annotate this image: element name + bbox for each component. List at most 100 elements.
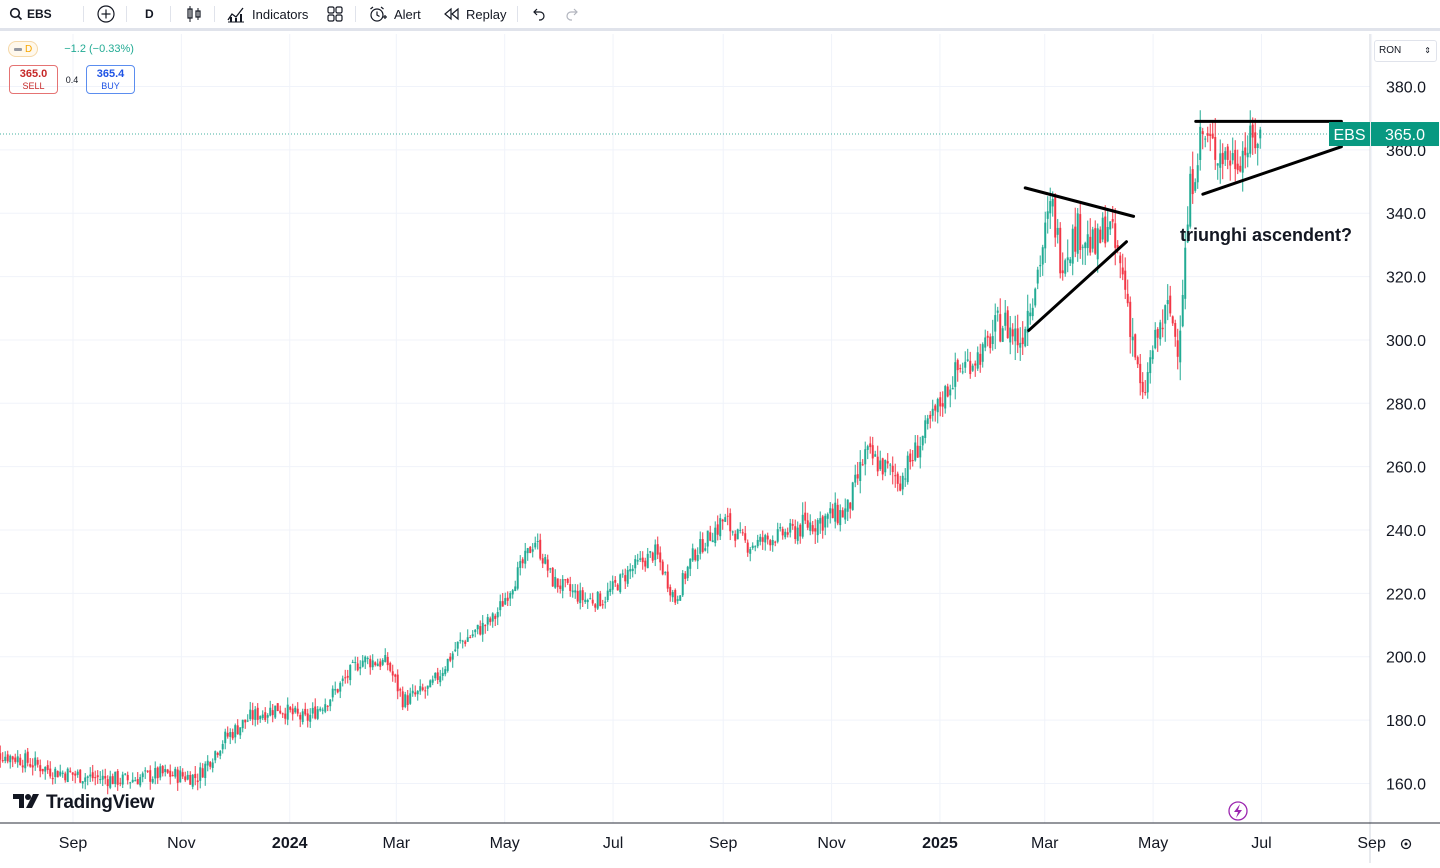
- candle-body: [296, 708, 299, 714]
- candle-body: [736, 529, 739, 540]
- candle-body: [1064, 260, 1067, 274]
- candle-body: [404, 694, 407, 707]
- candle-body: [101, 775, 104, 780]
- candle-body: [604, 601, 607, 603]
- currency-select[interactable]: RON ⇕: [1374, 40, 1437, 62]
- candle-body: [214, 751, 217, 761]
- candle-body: [931, 408, 934, 416]
- candle-body: [666, 571, 669, 589]
- candle-body: [661, 561, 664, 575]
- interval-button[interactable]: D: [145, 7, 154, 21]
- x-tick-label: Mar: [1031, 835, 1059, 852]
- candle-body: [41, 768, 44, 772]
- candle-body: [639, 558, 642, 560]
- candle-body: [771, 539, 774, 546]
- candle-body: [1156, 328, 1159, 338]
- candle-body: [284, 713, 287, 719]
- candle-body: [1024, 329, 1027, 347]
- buy-label: BUY: [101, 81, 120, 91]
- settings-gear-icon[interactable]: [1400, 838, 1412, 850]
- candle-body: [954, 362, 957, 387]
- candle-body: [696, 554, 699, 562]
- candle-body: [1079, 214, 1082, 251]
- candle-body: [989, 336, 992, 349]
- candle-body: [179, 770, 182, 783]
- y-tick-label: 320.0: [1386, 270, 1426, 287]
- candle-body: [926, 418, 929, 424]
- replay-button[interactable]: Replay: [443, 0, 506, 28]
- candle-body: [929, 414, 932, 419]
- candle-body: [1049, 201, 1052, 214]
- candle-body: [1209, 134, 1212, 137]
- undo-icon: [530, 7, 546, 21]
- indicators-icon: [226, 5, 246, 23]
- trendline[interactable]: [1201, 145, 1343, 196]
- buy-button[interactable]: 365.4 BUY: [86, 65, 135, 94]
- redo-button[interactable]: [565, 0, 581, 28]
- chart-type-button[interactable]: [185, 0, 203, 28]
- candle-body: [716, 524, 719, 535]
- candle-body: [969, 360, 972, 375]
- candle-body: [676, 599, 679, 601]
- candle-body: [491, 613, 494, 622]
- interval-badge[interactable]: D: [8, 41, 39, 57]
- candle-body: [399, 689, 402, 691]
- interval-badge-label: D: [25, 43, 33, 55]
- tradingview-logo[interactable]: TradingView: [12, 792, 155, 814]
- candle-body: [309, 714, 312, 722]
- candle-body: [264, 712, 267, 720]
- candle-body: [159, 766, 162, 778]
- candle-body: [201, 768, 204, 778]
- candle-body: [234, 725, 237, 738]
- candle-body: [791, 524, 794, 526]
- candle-body: [494, 615, 497, 619]
- candle-body: [1144, 392, 1147, 394]
- candle-body: [601, 604, 604, 606]
- candle-body: [1166, 300, 1169, 305]
- candle-body: [116, 771, 119, 785]
- trendline[interactable]: [1027, 240, 1128, 332]
- candle-body: [74, 773, 77, 776]
- candle-body: [171, 775, 174, 777]
- trendlines: [1023, 119, 1343, 332]
- candle-body: [251, 710, 254, 720]
- sell-button[interactable]: 365.0 SELL: [9, 65, 58, 94]
- candle-body: [254, 709, 257, 720]
- candle-body: [1109, 221, 1112, 230]
- compare-button[interactable]: [96, 0, 116, 28]
- candle-body: [1119, 255, 1122, 264]
- candle-body: [126, 774, 129, 781]
- alert-label: Alert: [394, 6, 421, 22]
- symbol-search[interactable]: EBS: [9, 0, 52, 28]
- candle-body: [731, 531, 734, 533]
- alert-button[interactable]: Alert: [368, 0, 421, 28]
- candle-body: [1096, 228, 1099, 260]
- candle-body: [489, 618, 492, 623]
- candle-body: [659, 552, 662, 563]
- candle-body: [371, 660, 374, 668]
- lightning-icon[interactable]: [1228, 801, 1248, 821]
- templates-button[interactable]: [326, 0, 344, 28]
- candle-body: [1154, 329, 1157, 349]
- candle-body: [236, 725, 239, 735]
- candle-body: [636, 560, 639, 562]
- candle-body: [1124, 270, 1127, 290]
- candle-body: [866, 446, 869, 450]
- x-tick-label: Mar: [383, 835, 411, 852]
- indicators-button[interactable]: Indicators: [226, 0, 308, 28]
- buy-price: 365.4: [96, 68, 125, 80]
- undo-button[interactable]: [530, 0, 546, 28]
- candle-body: [439, 676, 442, 683]
- candle-body: [944, 386, 947, 409]
- candle-body: [461, 640, 464, 642]
- candle-body: [849, 502, 852, 509]
- candle-body: [779, 527, 782, 529]
- trendline[interactable]: [1023, 186, 1136, 218]
- candle-body: [501, 601, 504, 607]
- candle-body: [301, 711, 304, 722]
- chart-area[interactable]: 380.0 360.0 340.0 320.0 300.0 280.0 260.0 240.0…: [0, 34, 1440, 863]
- candle-body: [1139, 363, 1142, 384]
- candle-body: [0, 753, 2, 760]
- price-chart[interactable]: 380.0 360.0 340.0 320.0 300.0 280.0 260.0 240.0…: [0, 34, 1440, 863]
- candle-body: [966, 359, 969, 361]
